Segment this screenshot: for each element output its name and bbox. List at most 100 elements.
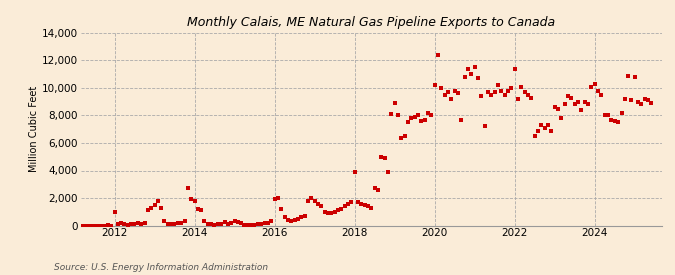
Point bbox=[122, 222, 133, 227]
Point bbox=[433, 53, 443, 57]
Point bbox=[343, 201, 354, 206]
Point bbox=[136, 222, 146, 226]
Point bbox=[646, 101, 657, 105]
Point bbox=[409, 115, 420, 119]
Point bbox=[450, 89, 460, 93]
Point bbox=[589, 82, 600, 86]
Point bbox=[396, 135, 406, 140]
Point bbox=[202, 222, 213, 226]
Point bbox=[103, 222, 113, 227]
Point bbox=[376, 155, 387, 159]
Point bbox=[599, 113, 610, 118]
Point bbox=[209, 222, 220, 227]
Point bbox=[459, 75, 470, 79]
Point bbox=[292, 216, 303, 221]
Point bbox=[319, 210, 330, 214]
Point bbox=[166, 222, 177, 226]
Point bbox=[610, 119, 620, 123]
Point bbox=[562, 94, 573, 98]
Point bbox=[89, 223, 100, 228]
Point bbox=[613, 120, 624, 125]
Point bbox=[329, 210, 340, 214]
Point bbox=[429, 83, 440, 87]
Point bbox=[510, 67, 520, 71]
Point bbox=[469, 65, 480, 70]
Point bbox=[266, 219, 277, 224]
Point bbox=[560, 102, 570, 107]
Point bbox=[279, 215, 290, 219]
Point bbox=[326, 211, 337, 215]
Point bbox=[263, 221, 273, 225]
Point bbox=[633, 100, 644, 104]
Point bbox=[156, 205, 167, 210]
Point bbox=[549, 105, 560, 109]
Point bbox=[479, 124, 490, 129]
Point bbox=[186, 196, 196, 201]
Point bbox=[226, 221, 237, 225]
Point bbox=[362, 204, 373, 208]
Point bbox=[336, 207, 347, 211]
Point bbox=[323, 211, 333, 215]
Point bbox=[79, 223, 90, 228]
Point bbox=[302, 199, 313, 203]
Point bbox=[500, 93, 510, 97]
Point bbox=[616, 111, 627, 115]
Point bbox=[126, 222, 136, 226]
Point bbox=[346, 200, 356, 204]
Point bbox=[99, 223, 110, 228]
Point bbox=[526, 95, 537, 100]
Point bbox=[399, 134, 410, 138]
Point bbox=[402, 120, 413, 125]
Point bbox=[553, 106, 564, 111]
Point bbox=[389, 101, 400, 105]
Point bbox=[620, 97, 630, 101]
Point bbox=[419, 117, 430, 122]
Point bbox=[493, 83, 504, 87]
Point bbox=[453, 91, 464, 96]
Point bbox=[92, 223, 103, 228]
Point bbox=[286, 219, 297, 224]
Point bbox=[306, 196, 317, 200]
Point bbox=[489, 90, 500, 94]
Point bbox=[176, 221, 187, 225]
Point bbox=[316, 204, 327, 208]
Point bbox=[189, 199, 200, 203]
Point bbox=[543, 123, 554, 127]
Point bbox=[626, 98, 637, 103]
Point bbox=[219, 220, 230, 224]
Point bbox=[443, 90, 454, 94]
Point bbox=[179, 218, 190, 223]
Point bbox=[149, 203, 160, 207]
Point bbox=[213, 222, 223, 226]
Point bbox=[472, 76, 483, 81]
Point bbox=[536, 123, 547, 127]
Point bbox=[309, 199, 320, 203]
Point bbox=[333, 208, 344, 213]
Point bbox=[522, 93, 533, 97]
Text: Source: U.S. Energy Information Administration: Source: U.S. Energy Information Administ… bbox=[54, 263, 268, 272]
Point bbox=[506, 86, 517, 90]
Point bbox=[269, 196, 280, 201]
Point bbox=[630, 75, 641, 79]
Point bbox=[139, 221, 150, 226]
Point bbox=[393, 113, 404, 118]
Point bbox=[119, 222, 130, 226]
Point bbox=[476, 94, 487, 98]
Point bbox=[299, 214, 310, 218]
Point bbox=[172, 221, 183, 226]
Point bbox=[496, 89, 507, 93]
Point bbox=[196, 208, 207, 213]
Point bbox=[456, 117, 467, 122]
Point bbox=[572, 100, 583, 104]
Point bbox=[373, 188, 383, 192]
Point bbox=[163, 222, 173, 226]
Point bbox=[296, 215, 306, 219]
Point bbox=[386, 112, 397, 116]
Point bbox=[436, 86, 447, 90]
Point bbox=[115, 221, 126, 226]
Point bbox=[623, 73, 634, 78]
Point bbox=[586, 84, 597, 89]
Point bbox=[239, 222, 250, 227]
Point bbox=[379, 156, 390, 160]
Point bbox=[359, 203, 370, 207]
